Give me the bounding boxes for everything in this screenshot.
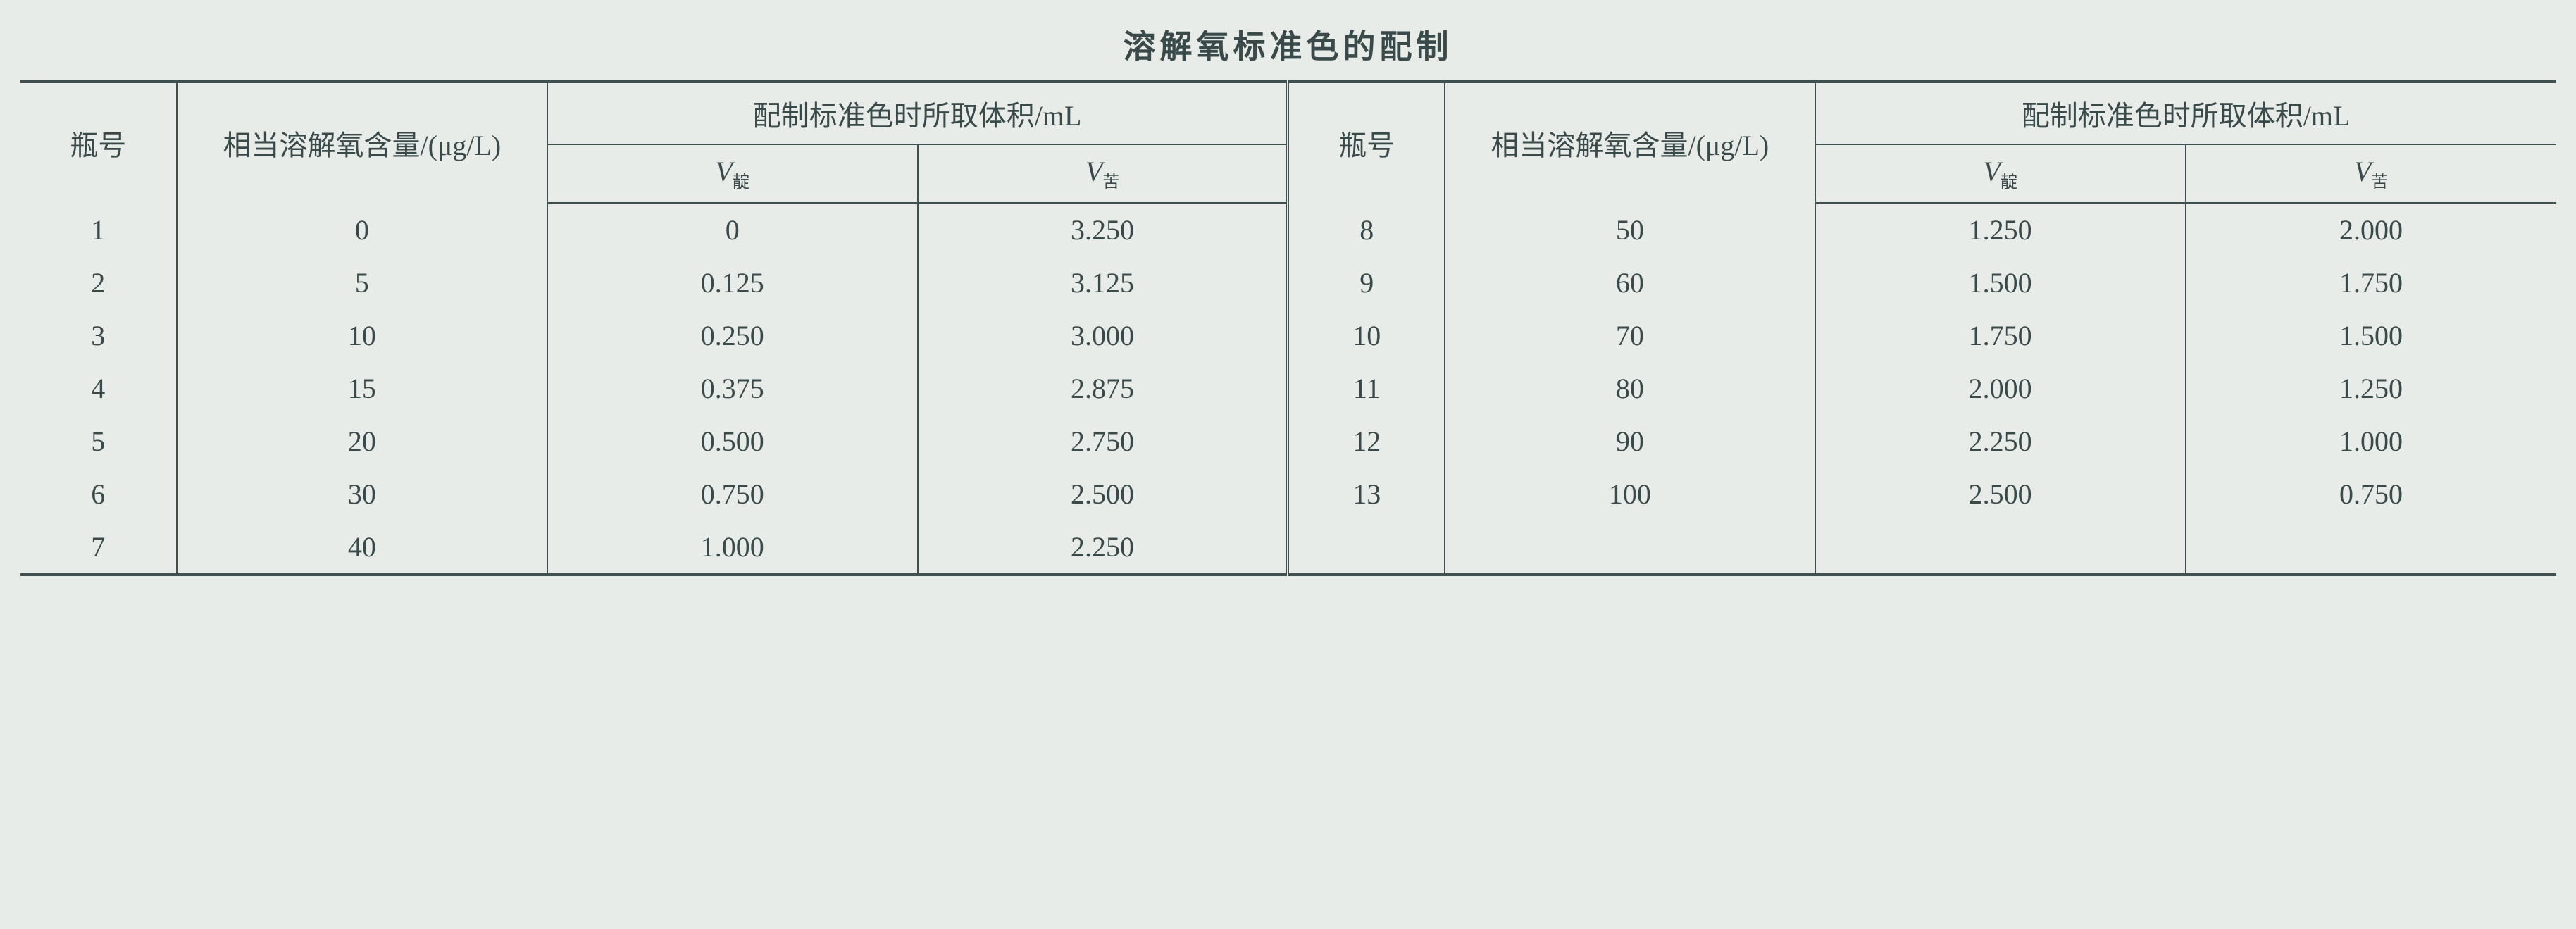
cell-no: 12: [1288, 415, 1444, 468]
cell-v1: 0.500: [547, 415, 918, 468]
cell-v1: 1.500: [1815, 256, 2186, 309]
cell-v2: 1.500: [2186, 309, 2556, 362]
cell-do: 90: [1445, 415, 1815, 468]
table-body: 1 0 0 3.250 8 50 1.250 2.000 2 5 0.125 3…: [20, 203, 2556, 575]
cell-v2: 2.875: [918, 362, 1288, 415]
v-ku-sub: 苦: [2371, 173, 2388, 192]
cell-do: 100: [1445, 468, 1815, 520]
cell-do: [1445, 520, 1815, 575]
table-row: 5 20 0.500 2.750 12 90 2.250 1.000: [20, 415, 2556, 468]
cell-do: 70: [1445, 309, 1815, 362]
cell-v2: 3.125: [918, 256, 1288, 309]
cell-v2: 0.750: [2186, 468, 2556, 520]
cell-v1: 1.250: [1815, 203, 2186, 256]
cell-do: 0: [177, 203, 547, 256]
cell-v1: [1815, 520, 2186, 575]
cell-v1: 0.750: [547, 468, 918, 520]
cell-v1: 1.750: [1815, 309, 2186, 362]
cell-v1: 2.500: [1815, 468, 2186, 520]
col-equiv-do-left: 相当溶解氧含量/(μg/L): [177, 82, 547, 203]
cell-no: 5: [20, 415, 177, 468]
v-ku-sub: 苦: [1102, 173, 1119, 192]
cell-v2: 2.500: [918, 468, 1288, 520]
table-row: 4 15 0.375 2.875 11 80 2.000 1.250: [20, 362, 2556, 415]
cell-no: 6: [20, 468, 177, 520]
col-vol-header-right: 配制标准色时所取体积/mL: [1815, 82, 2556, 144]
col-v-dian-right: V靛: [1815, 144, 2186, 203]
table-row: 3 10 0.250 3.000 10 70 1.750 1.500: [20, 309, 2556, 362]
col-equiv-do-right: 相当溶解氧含量/(μg/L): [1445, 82, 1815, 203]
cell-v1: 2.250: [1815, 415, 2186, 468]
cell-no: 7: [20, 520, 177, 575]
v-dian-var: V: [715, 156, 732, 187]
col-vol-header-left: 配制标准色时所取体积/mL: [547, 82, 1288, 144]
cell-v1: 0.250: [547, 309, 918, 362]
table-row: 1 0 0 3.250 8 50 1.250 2.000: [20, 203, 2556, 256]
cell-no: 11: [1288, 362, 1444, 415]
cell-no: 13: [1288, 468, 1444, 520]
cell-v2: 2.750: [918, 415, 1288, 468]
cell-do: 30: [177, 468, 547, 520]
table-row: 2 5 0.125 3.125 9 60 1.500 1.750: [20, 256, 2556, 309]
v-ku-var: V: [2354, 156, 2371, 187]
cell-v2: 1.000: [2186, 415, 2556, 468]
col-v-ku-right: V苦: [2186, 144, 2556, 203]
v-dian-var: V: [1983, 156, 2000, 187]
cell-no: 1: [20, 203, 177, 256]
v-ku-var: V: [1085, 156, 1102, 187]
v-dian-sub: 靛: [733, 173, 749, 192]
cell-do: 40: [177, 520, 547, 575]
cell-do: 5: [177, 256, 547, 309]
col-bottle-no-right: 瓶号: [1288, 82, 1444, 203]
cell-no: 3: [20, 309, 177, 362]
cell-no: 2: [20, 256, 177, 309]
cell-no: 8: [1288, 203, 1444, 256]
table-title: 溶解氧标准色的配制: [20, 21, 2556, 68]
cell-do: 50: [1445, 203, 1815, 256]
cell-no: [1288, 520, 1444, 575]
cell-v2: [2186, 520, 2556, 575]
cell-do: 20: [177, 415, 547, 468]
table-row: 7 40 1.000 2.250: [20, 520, 2556, 575]
cell-v1: 0: [547, 203, 918, 256]
col-v-dian-left: V靛: [547, 144, 918, 203]
col-v-ku-left: V苦: [918, 144, 1288, 203]
table-row: 6 30 0.750 2.500 13 100 2.500 0.750: [20, 468, 2556, 520]
cell-v2: 1.750: [2186, 256, 2556, 309]
cell-v1: 1.000: [547, 520, 918, 575]
cell-no: 4: [20, 362, 177, 415]
cell-v1: 2.000: [1815, 362, 2186, 415]
cell-no: 10: [1288, 309, 1444, 362]
col-bottle-no-left: 瓶号: [20, 82, 177, 203]
cell-do: 10: [177, 309, 547, 362]
cell-v2: 2.250: [918, 520, 1288, 575]
cell-do: 15: [177, 362, 547, 415]
cell-do: 80: [1445, 362, 1815, 415]
cell-v2: 3.250: [918, 203, 1288, 256]
cell-v2: 3.000: [918, 309, 1288, 362]
cell-do: 60: [1445, 256, 1815, 309]
cell-v2: 1.250: [2186, 362, 2556, 415]
cell-v2: 2.000: [2186, 203, 2556, 256]
v-dian-sub: 靛: [2001, 173, 2017, 192]
cell-no: 9: [1288, 256, 1444, 309]
cell-v1: 0.125: [547, 256, 918, 309]
cell-v1: 0.375: [547, 362, 918, 415]
do-standard-color-table: 瓶号 相当溶解氧含量/(μg/L) 配制标准色时所取体积/mL 瓶号 相当溶解氧…: [20, 80, 2556, 576]
